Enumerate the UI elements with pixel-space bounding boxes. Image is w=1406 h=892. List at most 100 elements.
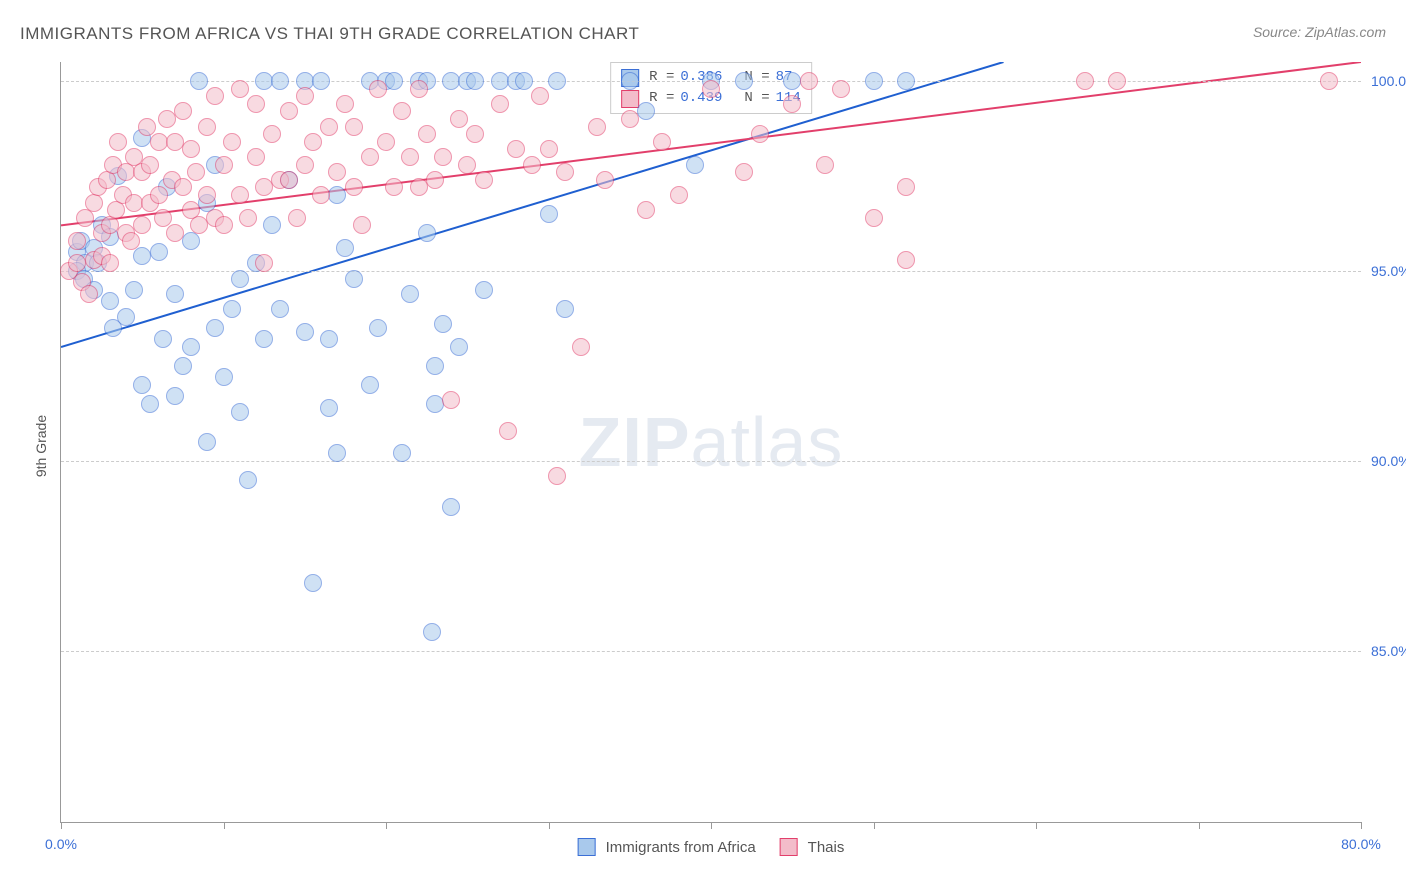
scatter-point (158, 110, 176, 128)
x-tick-label: 80.0% (1341, 836, 1381, 852)
scatter-point (206, 319, 224, 337)
scatter-point (296, 87, 314, 105)
scatter-point (637, 102, 655, 120)
scatter-point (865, 209, 883, 227)
scatter-point (361, 376, 379, 394)
y-tick-label: 90.0% (1371, 453, 1406, 469)
scatter-point (491, 95, 509, 113)
scatter-point (133, 216, 151, 234)
scatter-point (198, 186, 216, 204)
scatter-point (117, 308, 135, 326)
scatter-point (80, 285, 98, 303)
scatter-point (263, 216, 281, 234)
scatter-point (255, 330, 273, 348)
scatter-point (466, 125, 484, 143)
scatter-point (206, 87, 224, 105)
scatter-point (377, 133, 395, 151)
x-tick (549, 822, 550, 829)
scatter-point (312, 72, 330, 90)
scatter-point (174, 357, 192, 375)
scatter-point (101, 292, 119, 310)
watermark-light: atlas (691, 403, 844, 481)
watermark: ZIPatlas (579, 402, 844, 482)
scatter-point (166, 224, 184, 242)
scatter-point (182, 338, 200, 356)
scatter-point (296, 323, 314, 341)
scatter-point (816, 156, 834, 174)
scatter-point (288, 209, 306, 227)
scatter-point (198, 433, 216, 451)
scatter-point (271, 72, 289, 90)
scatter-point (426, 357, 444, 375)
source-attribution: Source: ZipAtlas.com (1253, 24, 1386, 40)
trend-lines-svg (61, 62, 1361, 822)
scatter-point (328, 444, 346, 462)
scatter-point (423, 623, 441, 641)
scatter-point (369, 80, 387, 98)
legend-label: Thais (808, 839, 845, 856)
scatter-point (783, 95, 801, 113)
gridline (61, 651, 1361, 652)
scatter-point (125, 281, 143, 299)
scatter-point (239, 471, 257, 489)
scatter-point (499, 422, 517, 440)
scatter-point (596, 171, 614, 189)
scatter-point (426, 171, 444, 189)
scatter-point (174, 178, 192, 196)
x-tick (61, 822, 62, 829)
scatter-point (434, 148, 452, 166)
scatter-point (751, 125, 769, 143)
scatter-point (190, 216, 208, 234)
scatter-point (304, 574, 322, 592)
scatter-point (141, 395, 159, 413)
scatter-point (686, 156, 704, 174)
scatter-point (572, 338, 590, 356)
scatter-point (150, 243, 168, 261)
x-tick (1199, 822, 1200, 829)
scatter-point (304, 133, 322, 151)
x-tick (1036, 822, 1037, 829)
scatter-point (426, 395, 444, 413)
scatter-point (231, 270, 249, 288)
scatter-point (865, 72, 883, 90)
scatter-point (369, 319, 387, 337)
scatter-point (466, 72, 484, 90)
y-axis-label: 9th Grade (33, 415, 49, 477)
scatter-point (832, 80, 850, 98)
scatter-point (109, 133, 127, 151)
scatter-point (133, 376, 151, 394)
scatter-point (150, 186, 168, 204)
scatter-point (442, 498, 460, 516)
scatter-point (166, 285, 184, 303)
scatter-point (85, 194, 103, 212)
x-tick (1361, 822, 1362, 829)
y-tick-label: 85.0% (1371, 643, 1406, 659)
chart-container: IMMIGRANTS FROM AFRICA VS THAI 9TH GRADE… (0, 0, 1406, 892)
scatter-point (531, 87, 549, 105)
scatter-point (401, 148, 419, 166)
scatter-point (353, 216, 371, 234)
scatter-point (1320, 72, 1338, 90)
scatter-point (507, 140, 525, 158)
scatter-point (231, 403, 249, 421)
watermark-bold: ZIP (579, 403, 691, 481)
scatter-point (735, 163, 753, 181)
scatter-point (800, 72, 818, 90)
scatter-point (296, 156, 314, 174)
scatter-point (141, 156, 159, 174)
x-tick (711, 822, 712, 829)
plot-area: ZIPatlas R =0.386N = 87R =0.439N =114 Im… (60, 62, 1361, 823)
scatter-point (515, 72, 533, 90)
scatter-point (320, 399, 338, 417)
scatter-point (523, 156, 541, 174)
y-tick-label: 100.0% (1371, 73, 1406, 89)
scatter-point (475, 281, 493, 299)
scatter-point (247, 95, 265, 113)
legend-label: Immigrants from Africa (606, 839, 756, 856)
scatter-point (401, 285, 419, 303)
scatter-point (336, 95, 354, 113)
scatter-point (410, 80, 428, 98)
scatter-point (361, 148, 379, 166)
legend-n-label: N = (744, 88, 769, 109)
scatter-point (897, 72, 915, 90)
